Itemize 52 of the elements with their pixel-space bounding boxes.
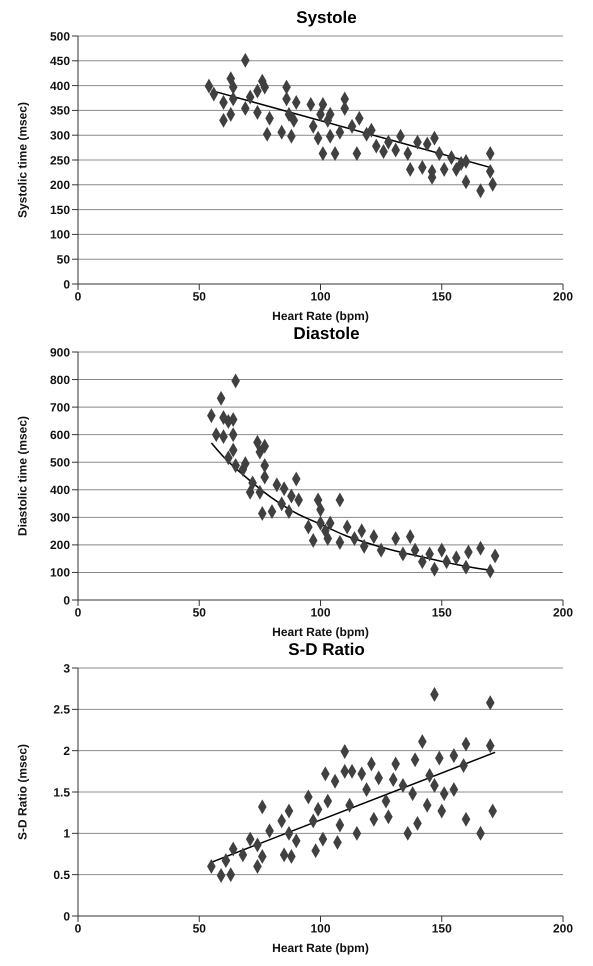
y-tick-label: 300 xyxy=(50,128,70,142)
x-tick-label: 200 xyxy=(552,922,574,936)
x-tick-label: 150 xyxy=(432,290,452,304)
y-tick-label: 1.5 xyxy=(53,785,70,800)
y-tick-label: 0 xyxy=(63,277,70,292)
y-tick-label: 2.5 xyxy=(53,702,70,717)
x-tick-label: 150 xyxy=(432,922,452,936)
y-tick-label: 700 xyxy=(50,400,70,414)
y-tick-label: 900 xyxy=(50,345,70,360)
y-axis-title: S-D Ratio (msec) xyxy=(15,744,30,840)
x-tick-label: 50 xyxy=(192,922,206,936)
y-tick-label: 450 xyxy=(50,54,70,68)
y-tick-label: 2 xyxy=(63,744,70,758)
x-tick-label: 150 xyxy=(432,606,452,620)
y-tick-label: 150 xyxy=(50,202,70,217)
chart-title: Systole xyxy=(295,8,358,29)
x-tick-label: 50 xyxy=(192,290,206,304)
chart-title: Diastole xyxy=(292,324,361,345)
x-tick-label: 200 xyxy=(552,606,574,620)
y-tick-label: 50 xyxy=(56,252,70,266)
y-tick-label: 200 xyxy=(50,178,70,192)
y-tick-label: 500 xyxy=(50,455,70,470)
y-tick-label: 200 xyxy=(50,538,70,552)
y-tick-label: 0.5 xyxy=(53,868,70,882)
x-tick-label: 50 xyxy=(192,606,206,620)
y-tick-label: 600 xyxy=(50,428,70,442)
x-tick-label: 0 xyxy=(74,290,82,304)
y-tick-label: 100 xyxy=(50,566,70,580)
y-tick-label: 800 xyxy=(50,372,70,387)
x-tick-label: 100 xyxy=(310,606,331,620)
y-tick-label: 300 xyxy=(50,510,70,525)
x-tick-label: 200 xyxy=(552,290,574,304)
y-tick-label: 100 xyxy=(50,228,70,242)
y-tick-label: 400 xyxy=(50,483,70,498)
chart-title: S-D Ratio xyxy=(287,640,366,661)
y-tick-label: 350 xyxy=(50,104,70,118)
x-axis-title: Heart Rate (bpm) xyxy=(272,941,369,955)
x-tick-label: 100 xyxy=(310,922,331,936)
y-tick-label: 3 xyxy=(63,661,70,676)
y-tick-label: 250 xyxy=(50,153,70,168)
x-tick-label: 0 xyxy=(74,606,82,620)
y-tick-label: 0 xyxy=(63,593,70,608)
y-tick-label: 400 xyxy=(50,78,70,93)
x-axis-title: Heart Rate (bpm) xyxy=(272,309,369,323)
x-axis-title: Heart Rate (bpm) xyxy=(272,625,369,639)
y-tick-label: 0 xyxy=(63,909,70,924)
y-axis-title: Diastolic time (msec) xyxy=(15,416,30,536)
y-tick-label: 1 xyxy=(63,826,70,841)
x-tick-label: 0 xyxy=(74,922,82,936)
y-axis-title: Systolic time (msec) xyxy=(15,102,30,218)
y-tick-label: 500 xyxy=(50,29,70,44)
x-tick-label: 100 xyxy=(310,290,331,304)
